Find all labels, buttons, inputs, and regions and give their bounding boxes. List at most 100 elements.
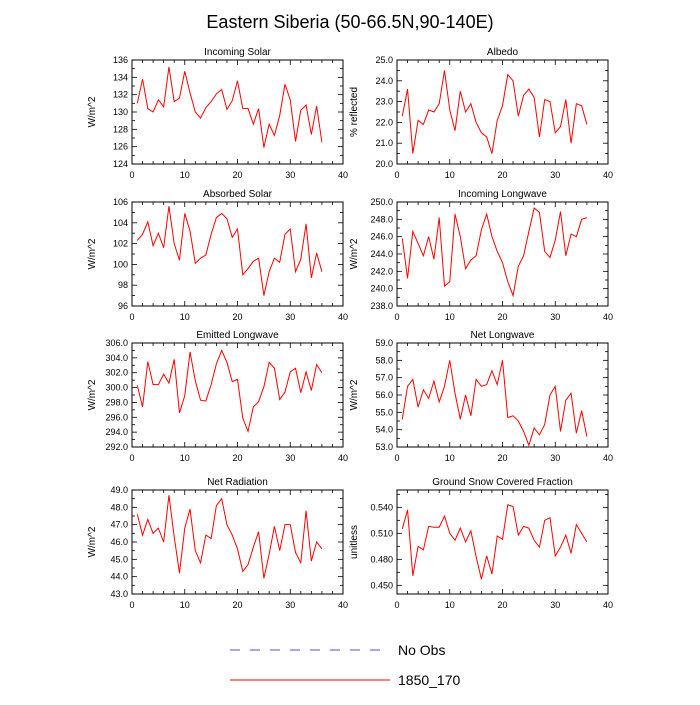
panel-title: Net Radiation (207, 477, 268, 488)
y-tick-label: 48.0 (110, 502, 128, 512)
y-tick-label: 57.0 (375, 373, 393, 383)
x-tick-label: 10 (445, 312, 455, 322)
x-tick-label: 0 (129, 312, 134, 322)
panel-title: Ground Snow Covered Fraction (432, 477, 573, 488)
y-tick-label: 304.0 (105, 353, 128, 363)
y-tick-label: 300.0 (105, 383, 128, 393)
plot-frame (396, 489, 609, 595)
x-tick-label: 40 (338, 600, 348, 610)
y-axis-label: W/m^2 (87, 526, 98, 557)
y-tick-label: 250.0 (370, 197, 393, 207)
panel-ground-snow-covered-fraction: Ground Snow Covered Fraction 0 10 20 30 40 0.4… (349, 477, 613, 610)
legend: No Obs 1850_170 (230, 642, 461, 688)
y-tick-label: 240.0 (370, 284, 393, 294)
x-tick-label: 20 (232, 600, 242, 610)
y-tick-label: 22.0 (375, 117, 393, 127)
y-tick-label: 0.540 (370, 502, 393, 512)
y-tick-label: 296.0 (105, 412, 128, 422)
panel-incoming-longwave: Incoming Longwave 0 10 20 30 40 238.0 240.0 242.… (349, 189, 613, 322)
y-axis-label: unitless (349, 525, 360, 559)
series-line-1850-170 (136, 349, 323, 434)
series-line-1850-170 (401, 207, 588, 298)
panel-emitted-longwave: Emitted Longwave 0 10 20 30 40 292.0 294.0 296.0… (87, 330, 348, 463)
panel-title: Incoming Solar (204, 47, 271, 58)
x-tick-label: 0 (394, 170, 399, 180)
y-tick-label: 306.0 (105, 338, 128, 348)
y-tick-label: 244.0 (370, 249, 393, 259)
x-tick-label: 40 (603, 170, 613, 180)
x-tick-label: 10 (180, 312, 190, 322)
y-axis-label: W/m^2 (87, 379, 98, 410)
y-tick-label: 104 (113, 218, 128, 228)
y-tick-label: 102 (113, 239, 128, 249)
y-tick-label: 298.0 (105, 397, 128, 407)
y-tick-label: 23.0 (375, 97, 393, 107)
y-tick-label: 126 (113, 142, 128, 152)
y-tick-label: 47.0 (110, 520, 128, 530)
y-tick-label: 53.0 (375, 442, 393, 452)
x-tick-label: 10 (445, 453, 455, 463)
x-tick-label: 20 (232, 170, 242, 180)
y-tick-label: 55.0 (375, 407, 393, 417)
y-tick-label: 21.0 (375, 138, 393, 148)
series-line-1850-170 (401, 504, 588, 580)
x-tick-label: 10 (180, 453, 190, 463)
x-tick-label: 40 (603, 453, 613, 463)
panel-title: Absorbed Solar (203, 189, 273, 200)
y-tick-label: 96 (118, 301, 128, 311)
legend-label-1850-170: 1850_170 (398, 672, 461, 688)
x-tick-label: 30 (285, 453, 295, 463)
x-tick-label: 40 (338, 312, 348, 322)
x-tick-label: 0 (394, 600, 399, 610)
y-tick-label: 58.0 (375, 355, 393, 365)
x-tick-label: 10 (180, 170, 190, 180)
panel-incoming-solar: Incoming Solar 0 10 20 30 40 124 126 128 130 132 13… (87, 47, 348, 180)
y-tick-label: 302.0 (105, 368, 128, 378)
series-line-1850-170 (136, 66, 323, 148)
panel-title: Incoming Longwave (458, 189, 547, 200)
y-tick-label: 292.0 (105, 442, 128, 452)
x-tick-label: 20 (232, 312, 242, 322)
panel-net-longwave: Net Longwave 0 10 20 30 40 53.0 54.0 55.0 56.0 57.… (349, 330, 613, 463)
plot-frame (131, 59, 344, 165)
x-tick-label: 30 (550, 453, 560, 463)
y-tick-label: 294.0 (105, 427, 128, 437)
x-tick-label: 20 (497, 312, 507, 322)
x-tick-label: 20 (232, 453, 242, 463)
y-tick-label: 43.0 (110, 589, 128, 599)
plot-frame (131, 342, 344, 448)
y-tick-label: 106 (113, 197, 128, 207)
y-tick-label: 56.0 (375, 390, 393, 400)
x-tick-label: 10 (445, 600, 455, 610)
x-tick-label: 40 (338, 170, 348, 180)
x-tick-label: 20 (497, 600, 507, 610)
y-tick-label: 0.480 (370, 554, 393, 564)
x-tick-label: 20 (497, 453, 507, 463)
x-tick-label: 0 (394, 312, 399, 322)
y-tick-label: 0.450 (370, 580, 393, 590)
y-tick-label: 246.0 (370, 232, 393, 242)
y-tick-label: 98 (118, 280, 128, 290)
y-tick-label: 124 (113, 159, 128, 169)
y-tick-label: 45.0 (110, 554, 128, 564)
x-tick-label: 30 (285, 600, 295, 610)
x-tick-label: 30 (550, 600, 560, 610)
x-tick-label: 30 (550, 312, 560, 322)
x-tick-label: 10 (445, 170, 455, 180)
y-tick-label: 238.0 (370, 301, 393, 311)
y-axis-label: W/m^2 (349, 379, 360, 410)
y-tick-label: 0.510 (370, 528, 393, 538)
x-tick-label: 30 (285, 170, 295, 180)
panel-absorbed-solar: Absorbed Solar 0 10 20 30 40 96 98 100 102 104 106 W… (87, 189, 348, 322)
y-tick-label: 130 (113, 107, 128, 117)
plot-frame (396, 201, 609, 307)
x-tick-label: 40 (338, 453, 348, 463)
panel-title: Net Longwave (471, 330, 535, 341)
figure-title: Eastern Siberia (50-66.5N,90-140E) (206, 12, 493, 32)
legend-label-no-obs: No Obs (398, 642, 445, 658)
y-tick-label: 132 (113, 90, 128, 100)
panel-net-radiation: Net Radiation 0 10 20 30 40 43.0 44.0 45.0 46.0 47… (87, 477, 348, 610)
y-axis-label: W/m^2 (87, 96, 98, 127)
y-tick-label: 46.0 (110, 537, 128, 547)
